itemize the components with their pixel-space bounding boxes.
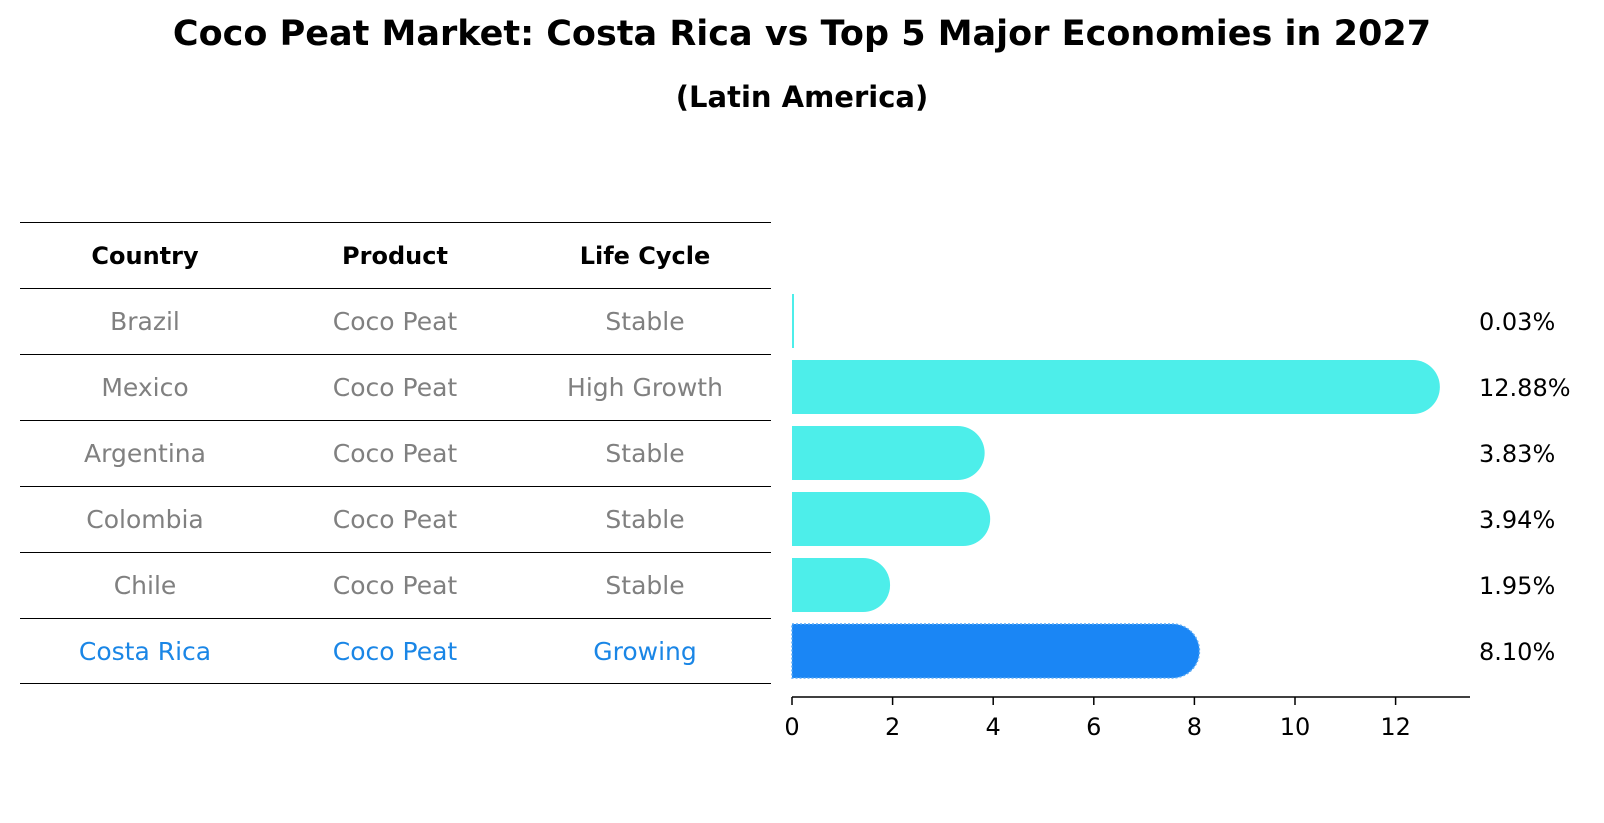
x-tick-label: 0 (784, 713, 799, 741)
value-label: 3.94% (1479, 506, 1555, 534)
life-cycle-cell: High Growth (567, 373, 723, 402)
bar-costa-rica (791, 623, 1201, 679)
life-cycle-cell: Stable (605, 307, 685, 336)
value-label: 0.03% (1479, 308, 1555, 336)
bar-mexico (792, 360, 1440, 414)
table-row: Argentina Coco Peat Stable (20, 420, 771, 486)
country-cell: Costa Rica (78, 636, 212, 666)
table-row: Colombia Coco Peat Stable (20, 486, 771, 552)
x-tick-label: 10 (1280, 713, 1311, 741)
table-row: Brazil Coco Peat Stable (20, 288, 771, 354)
bar-brazil (792, 294, 794, 348)
x-tick-label: 2 (885, 713, 900, 741)
life-cycle-cell: Stable (605, 571, 685, 600)
country-cell: Colombia (86, 505, 204, 534)
header-product: Product (342, 241, 448, 270)
product-cell: Coco Peat (332, 571, 458, 600)
header-life-cycle: Life Cycle (579, 241, 711, 270)
product-cell: Coco Peat (332, 505, 458, 534)
value-label: 12.88% (1479, 374, 1571, 402)
bar-chile (792, 558, 891, 612)
life-cycle-cell: Stable (605, 439, 685, 468)
table-row: Mexico Coco Peat High Growth (20, 354, 771, 420)
data-table: Country Product Life Cycle Brazil Coco P… (20, 222, 771, 684)
table-row-highlighted: Costa Rica Coco Peat Growing (20, 618, 771, 684)
country-cell: Argentina (84, 439, 206, 468)
product-cell: Coco Peat (332, 307, 458, 336)
life-cycle-cell: Growing (593, 636, 697, 666)
country-cell: Chile (113, 571, 177, 600)
product-cell: Coco Peat (332, 636, 458, 666)
chart-subtitle: (Latin America) (675, 80, 929, 114)
chart-title: Coco Peat Market: Costa Rica vs Top 5 Ma… (172, 14, 1432, 54)
bar-colombia (792, 492, 991, 546)
product-cell: Coco Peat (332, 373, 458, 402)
life-cycle-cell: Stable (605, 505, 685, 534)
product-cell: Coco Peat (332, 439, 458, 468)
x-tick-label: 4 (986, 713, 1001, 741)
x-tick-label: 6 (1086, 713, 1101, 741)
table-row: Chile Coco Peat Stable (20, 552, 771, 618)
bar-argentina (792, 426, 985, 481)
country-cell: Brazil (110, 307, 180, 336)
value-label: 8.10% (1479, 638, 1555, 666)
value-label: 1.95% (1479, 572, 1555, 600)
x-tick-label: 8 (1187, 713, 1202, 741)
table-header-row: Country Product Life Cycle (20, 222, 771, 288)
header-country: Country (91, 241, 199, 270)
value-label: 3.83% (1479, 440, 1555, 468)
country-cell: Mexico (101, 373, 189, 402)
x-tick-label: 12 (1380, 713, 1411, 741)
